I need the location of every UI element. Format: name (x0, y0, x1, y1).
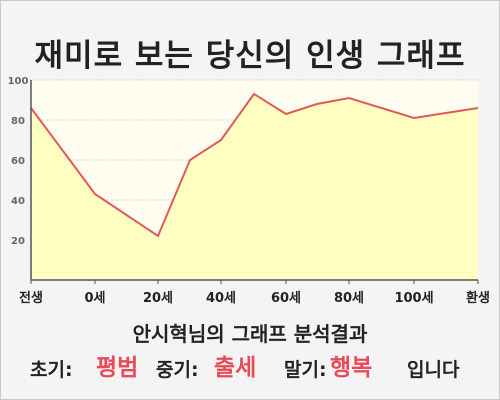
result-suffix: 입니다 (407, 359, 460, 381)
y-tick-label: 20 (11, 236, 25, 247)
x-tick-label: 환생 (466, 290, 490, 306)
early-value: 평범 (96, 355, 139, 381)
x-tick-label: 20세 (143, 291, 173, 306)
x-tick-label: 60세 (271, 291, 301, 306)
x-tick-label: 100세 (394, 291, 433, 306)
analysis-result: 초기: 평범 중기: 출세 말기: 행복 입니다 (30, 346, 490, 382)
x-tick-label: 80세 (334, 291, 364, 306)
analysis-title: 안시혁님의 그래프 분석결과 (132, 322, 368, 346)
y-tick-label: 100 (8, 76, 29, 87)
late-value: 행복 (330, 355, 373, 381)
mid-label: 중기: (156, 359, 199, 381)
y-tick-label: 40 (11, 196, 25, 207)
x-tick-label: 0세 (84, 291, 105, 306)
page-title: 재미로 보는 당신의 인생 그래프 (34, 38, 466, 74)
late-label: 말기: (284, 359, 327, 381)
mid-value: 출세 (214, 355, 257, 381)
early-label: 초기: (30, 359, 73, 381)
area-fill (31, 94, 478, 280)
x-tick-label: 전생 (19, 290, 43, 306)
x-tick-label: 40세 (206, 291, 236, 306)
y-tick-label: 80 (11, 116, 25, 127)
y-tick-label: 60 (11, 156, 25, 167)
